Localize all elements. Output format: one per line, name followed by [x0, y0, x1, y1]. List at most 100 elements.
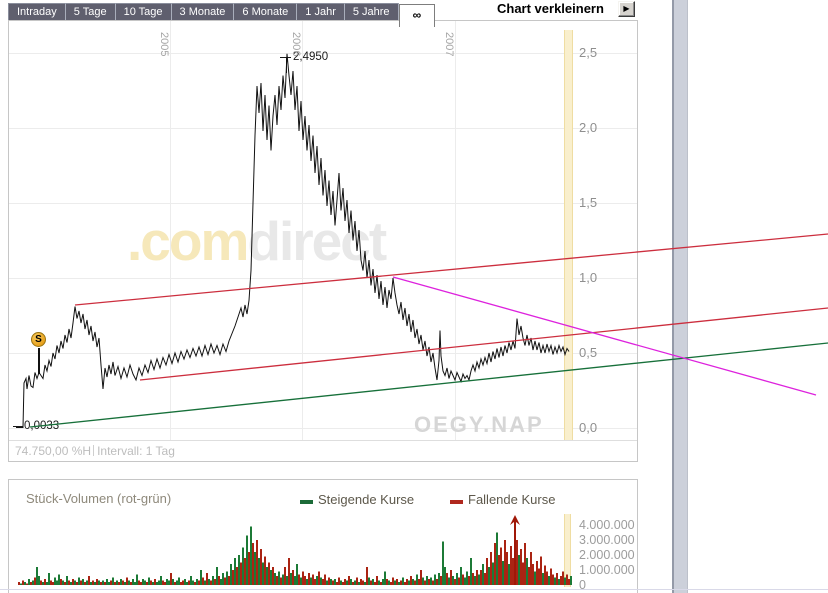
volume-bar: [562, 571, 564, 585]
volume-bar: [122, 580, 124, 585]
volume-y-tick-label: 1.000.000: [579, 563, 635, 577]
volume-bar-chart: [18, 515, 572, 585]
peak-value-annotation: 2,4950: [293, 51, 329, 63]
volume-bar: [216, 567, 218, 585]
volume-bar: [182, 580, 184, 585]
volume-bar: [336, 582, 338, 585]
volume-bar: [550, 568, 552, 585]
tab-5-tage[interactable]: 5 Tage: [65, 3, 116, 20]
volume-bar: [368, 577, 370, 585]
volume-bar: [78, 577, 80, 585]
volume-bar: [108, 582, 110, 585]
volume-bar: [494, 543, 496, 585]
volume-bar: [554, 577, 556, 585]
volume-bar: [476, 570, 478, 585]
volume-bar: [334, 579, 336, 585]
volume-bar: [174, 582, 176, 585]
volume-bar: [356, 577, 358, 585]
volume-bar: [152, 582, 154, 585]
right-scrollbar-strip[interactable]: [672, 0, 688, 593]
volume-bar: [198, 580, 200, 585]
volume-bar: [434, 574, 436, 585]
chart-shrink-label[interactable]: Chart verkleinern: [497, 1, 604, 16]
tab-3-monate[interactable]: 3 Monate: [171, 3, 235, 20]
y-axis-tick-label: 2,5: [579, 45, 598, 60]
volume-bar: [138, 580, 140, 585]
peak-tick: [280, 57, 291, 58]
volume-bar: [448, 577, 450, 585]
volume-bar: [128, 580, 130, 585]
volume-bar: [114, 582, 116, 585]
volume-bar: [458, 577, 460, 585]
volume-bar: [290, 573, 292, 585]
volume-bar: [426, 576, 428, 585]
volume-bar: [398, 582, 400, 585]
right-arrow-icon: ▶: [623, 4, 630, 13]
volume-bar: [308, 573, 310, 585]
volume-bar: [428, 579, 430, 585]
volume-bar: [40, 580, 42, 585]
volume-bar: [74, 580, 76, 585]
volume-bar: [172, 579, 174, 585]
volume-bar: [132, 579, 134, 585]
volume-bar: [192, 580, 194, 585]
tab-6-monate[interactable]: 6 Monate: [234, 3, 298, 20]
volume-bar: [560, 576, 562, 585]
volume-bar: [306, 579, 308, 585]
start-tick: [13, 426, 23, 427]
volume-bar: [310, 577, 312, 585]
volume-bar: [508, 564, 510, 585]
volume-bar: [264, 556, 266, 585]
volume-bar: [144, 580, 146, 585]
volume-bar: [452, 576, 454, 585]
volume-bar: [136, 574, 138, 585]
volume-bar: [358, 582, 360, 585]
volume-bar: [228, 576, 230, 585]
volume-bar: [258, 558, 260, 585]
volume-bar: [480, 570, 482, 585]
volume-bar: [88, 576, 90, 585]
volume-bar: [56, 580, 58, 585]
volume-panel[interactable]: Stück-Volumen (rot-grün) Steigende Kurse…: [8, 479, 638, 593]
volume-bar: [230, 564, 232, 585]
volume-bar: [206, 573, 208, 585]
volume-y-tick-label: 3.000.000: [579, 533, 635, 547]
volume-bar: [226, 571, 228, 585]
volume-bar: [160, 576, 162, 585]
volume-bar: [312, 574, 314, 585]
h-gridline: [9, 428, 637, 429]
tab-10-tage[interactable]: 10 Tage: [115, 3, 172, 20]
volume-bar: [438, 573, 440, 585]
volume-bar: [150, 580, 152, 585]
volume-bar: [462, 574, 464, 585]
volume-bar: [220, 579, 222, 585]
volume-bar: [86, 580, 88, 585]
volume-bar: [188, 580, 190, 585]
tab-intraday[interactable]: Intraday: [8, 3, 66, 20]
y-axis-tick-label: 1,5: [579, 195, 598, 210]
h-gridline: [9, 53, 637, 54]
volume-bar: [524, 543, 526, 585]
volume-bar: [184, 579, 186, 585]
volume-bar: [532, 564, 534, 585]
chart-footer: 74.750,00 %H Intervall: 1 Tag: [15, 444, 175, 458]
volume-bar: [540, 556, 542, 585]
legend-down-dash-icon: [450, 500, 463, 504]
v-gridline-year: [302, 21, 303, 440]
volume-bar: [430, 577, 432, 585]
chart-expand-arrow-button[interactable]: ▶: [618, 1, 635, 17]
volume-bar: [498, 555, 500, 585]
tab-5-jahre[interactable]: 5 Jahre: [344, 3, 399, 20]
volume-bar: [164, 582, 166, 585]
volume-bar: [466, 571, 468, 585]
volume-bar: [180, 582, 182, 585]
volume-bar: [72, 579, 74, 585]
tab-max-period-active[interactable]: ∞: [398, 4, 436, 27]
volume-bar: [488, 567, 490, 585]
h-gridline: [9, 128, 637, 129]
volume-bar: [22, 580, 24, 585]
tab-1-jahr[interactable]: 1 Jahr: [297, 3, 345, 20]
volume-bar: [292, 570, 294, 585]
volume-bar: [418, 579, 420, 585]
price-chart-panel[interactable]: .comdirect OEGY.NAP S 2,4950 0,0033 74.7…: [8, 20, 638, 462]
